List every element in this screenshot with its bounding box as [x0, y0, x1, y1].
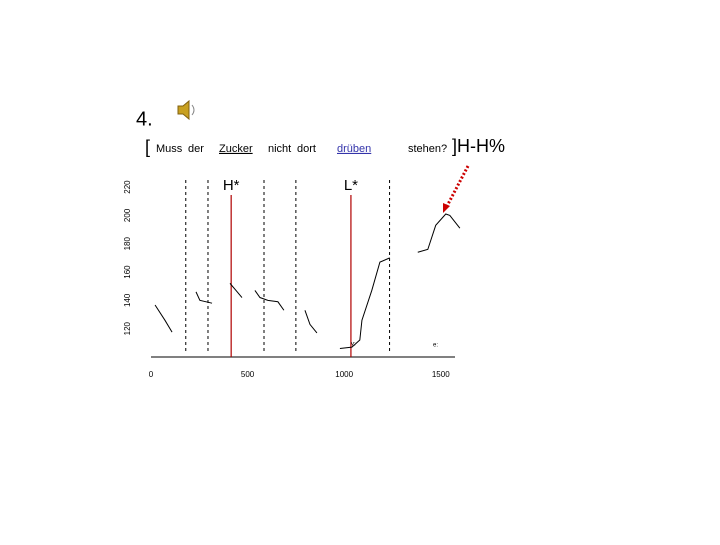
y-tick-label: 200 [123, 208, 132, 222]
boundary-tone: ]H-H% [452, 136, 505, 156]
arrow [443, 165, 470, 213]
word: nicht [268, 143, 291, 155]
word: stehen? [408, 143, 447, 155]
y-tick-label: 180 [123, 237, 132, 251]
word: Zucker [219, 143, 253, 155]
bracket: [ [145, 137, 150, 157]
accent-label: L* [344, 177, 358, 194]
y-tick-label: 160 [123, 265, 132, 279]
y-tick-label: 120 [123, 321, 132, 335]
segment-label: e: [433, 343, 438, 349]
pitch-contour [154, 213, 461, 350]
word: der [188, 143, 204, 155]
speaker-icon[interactable] [177, 99, 195, 121]
x-tick-label: 1000 [335, 370, 353, 379]
word-link[interactable]: drüben [337, 143, 371, 155]
x-tick-label: 0 [149, 370, 154, 379]
word: dort [297, 143, 316, 155]
x-tick-label: 1500 [432, 370, 450, 379]
word: Muss [156, 143, 183, 155]
slide-number: 4. [136, 108, 153, 130]
segment-label: v: [351, 342, 356, 348]
accent-label: H* [223, 177, 240, 194]
y-tick-label: 140 [123, 293, 132, 307]
x-tick-label: 500 [241, 370, 255, 379]
y-tick-label: 220 [123, 180, 132, 194]
